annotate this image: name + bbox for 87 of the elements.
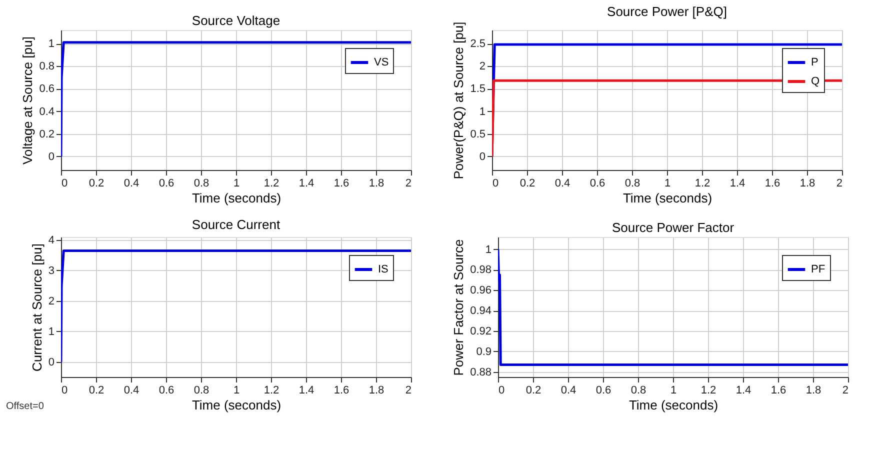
y-tick-label: 0.4: [39, 106, 54, 118]
chart-title: Source Power Factor: [612, 220, 735, 235]
x-tick-label: 2: [405, 178, 412, 190]
y-axis-title: Current at Source [pu]: [29, 244, 44, 372]
x-tick-label: 1: [670, 384, 677, 396]
x-tick-label: 0.6: [590, 178, 606, 190]
x-tick-label: 1: [233, 384, 240, 396]
y-tick-label: 1: [48, 326, 54, 338]
y-tick-label: 1: [479, 106, 486, 118]
y-tick-label: 0.98: [470, 264, 492, 276]
chart-title: Source Power [P&Q]: [607, 4, 727, 20]
x-tick-label: 1.6: [764, 178, 780, 190]
legend-label: IS: [378, 264, 388, 276]
legend-label: VS: [374, 56, 389, 68]
x-tick-label: 0.2: [520, 178, 536, 190]
y-tick-label: 0.88: [470, 366, 492, 378]
y-tick-label: 0.6: [39, 83, 54, 96]
y-axis-title: Voltage at Source [pu]: [20, 36, 36, 164]
x-tick-label: 1.8: [806, 384, 822, 396]
x-tick-label: 1: [233, 178, 240, 190]
x-axis-title: Time (seconds): [192, 398, 282, 412]
x-tick-label: 1.6: [334, 384, 350, 396]
y-tick-label: 2: [479, 60, 486, 73]
x-tick-label: 0.6: [596, 384, 612, 396]
x-tick-label: 1.4: [730, 178, 746, 190]
x-axis-title: Time (seconds): [628, 398, 718, 412]
chart-title: Source Voltage: [192, 13, 280, 28]
chart-title: Source Current: [192, 217, 280, 232]
y-axis-title: Power Factor at Source: [451, 239, 466, 376]
x-tick-label: 0.6: [158, 384, 174, 396]
x-tick-label: 2: [842, 384, 848, 396]
y-tick-label: 0.2: [39, 128, 54, 140]
y-tick-label: 0.5: [470, 128, 486, 140]
x-tick-label: 0.6: [158, 178, 174, 190]
y-tick-label: 0.92: [470, 326, 492, 338]
x-tick-label: 1.8: [368, 384, 384, 396]
x-tick-label: 0.2: [526, 384, 542, 396]
x-tick-label: 0.4: [124, 178, 140, 190]
y-tick-label: 0: [48, 356, 54, 368]
y-tick-label: 1: [48, 38, 54, 50]
x-tick-label: 1.8: [800, 178, 816, 190]
x-tick-label: 1.8: [368, 178, 384, 190]
x-tick-label: 0.8: [624, 178, 640, 190]
x-tick-label: 0.4: [554, 178, 570, 190]
x-tick-label: 0.2: [88, 178, 104, 190]
x-tick-label: 1.2: [264, 178, 280, 190]
x-tick-label: 1.2: [694, 178, 710, 190]
y-tick-label: 0.96: [470, 284, 492, 297]
x-tick-label: 0.8: [194, 384, 210, 396]
x-tick-label: 1.6: [770, 384, 786, 396]
y-tick-label: 0.94: [470, 305, 492, 318]
legend-label: PF: [811, 264, 826, 276]
legend-label: Q: [811, 76, 820, 88]
x-tick-label: 0: [62, 178, 68, 190]
x-tick-label: 0: [498, 384, 505, 396]
text: Offset=0: [6, 401, 44, 412]
y-tick-label: 0: [48, 150, 54, 163]
legend-label: P: [811, 56, 818, 68]
x-tick-label: 0.4: [124, 384, 140, 396]
x-tick-label: 0: [492, 178, 499, 190]
x-tick-label: 1.2: [264, 384, 280, 396]
x-tick-label: 1.4: [298, 384, 314, 396]
line-series: [498, 248, 848, 366]
x-tick-label: 0.8: [194, 178, 210, 190]
y-tick-label: 0: [479, 150, 486, 163]
y-tick-label: 3: [48, 264, 54, 277]
x-tick-label: 1.4: [298, 178, 314, 190]
x-tick-label: 2: [836, 178, 842, 190]
x-tick-label: 1.4: [736, 384, 752, 396]
y-tick-label: 2: [48, 295, 54, 308]
x-tick-label: 0.4: [560, 384, 576, 396]
x-tick-label: 1.6: [334, 178, 350, 190]
y-tick-label: 1: [485, 244, 492, 256]
x-tick-label: 2: [405, 384, 412, 396]
x-tick-label: 0.2: [88, 384, 104, 396]
y-tick-label: 0.9: [476, 346, 492, 358]
y-tick-label: 0.8: [39, 60, 54, 73]
x-axis-title: Time (seconds): [622, 190, 712, 206]
y-tick-label: 2.5: [470, 38, 486, 50]
y-tick-label: 4: [48, 234, 54, 247]
x-axis-title: Time (seconds): [192, 190, 282, 206]
x-tick-label: 1.2: [700, 384, 716, 396]
y-axis-title: Power(P&Q) at Source [pu]: [451, 22, 466, 180]
y-tick-label: 1.5: [470, 83, 486, 96]
x-tick-label: 0.8: [630, 384, 646, 396]
x-tick-label: 0: [62, 384, 68, 396]
x-tick-label: 1: [664, 178, 671, 190]
